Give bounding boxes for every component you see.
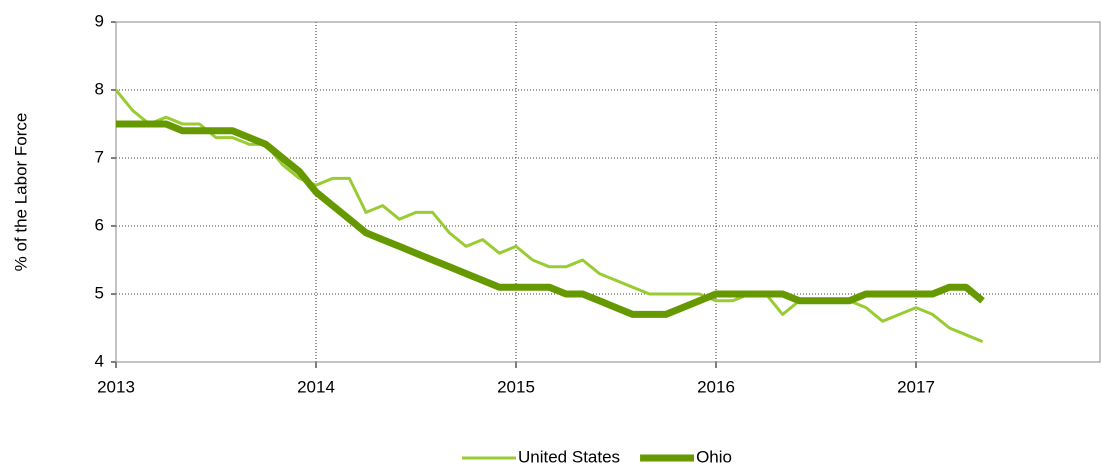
y-tick-label: 6: [95, 215, 104, 234]
series-line: [114, 89, 984, 343]
y-tick-label: 8: [95, 79, 104, 98]
plot-frame: [115, 21, 1101, 363]
y-tick-label: 5: [95, 283, 104, 302]
y-tick-label: 9: [95, 11, 104, 30]
legend-label: United States: [518, 447, 620, 466]
y-tick-label: 7: [95, 147, 104, 166]
x-tick-label: 2015: [497, 377, 535, 396]
x-tick-label: 2017: [897, 377, 935, 396]
x-tick-label: 2016: [697, 377, 735, 396]
legend-label: Ohio: [696, 447, 732, 466]
y-tick-label: 4: [95, 351, 104, 370]
series-line: [116, 120, 985, 318]
x-tick-label: 2013: [97, 377, 135, 396]
y-axis-label: % of the Labor Force: [11, 113, 30, 272]
x-tick-label: 2014: [297, 377, 335, 396]
